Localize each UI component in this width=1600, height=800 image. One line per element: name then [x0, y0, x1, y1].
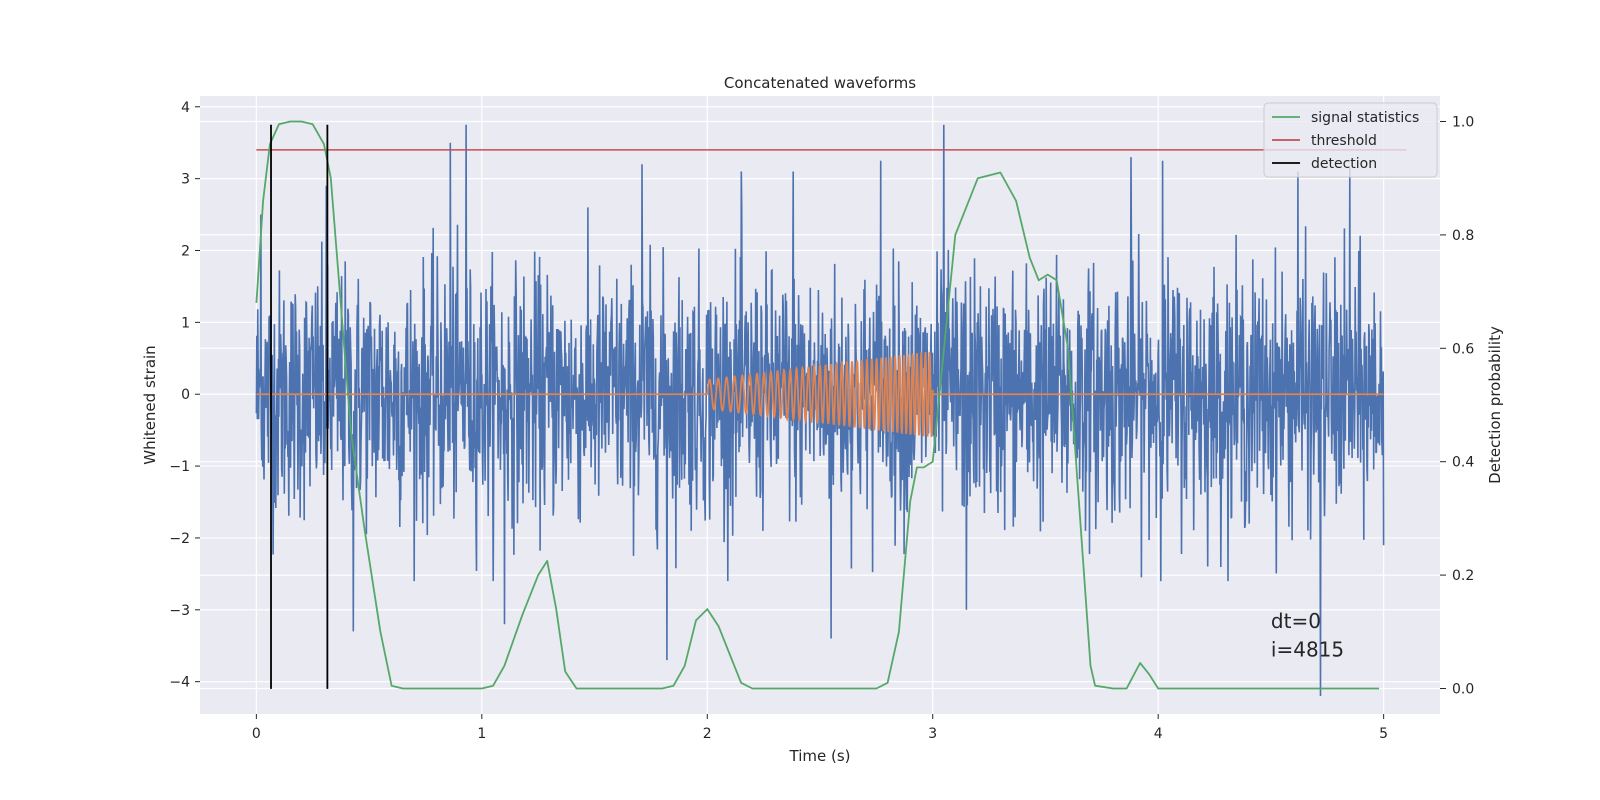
legend-box: [1263, 102, 1438, 178]
whitened-strain-line: [255, 124, 1385, 697]
y-axis-label-left: Whitened strain: [141, 345, 159, 464]
y-tick-label-right: 0.4: [1452, 455, 1474, 471]
x-tick-label: 0: [252, 726, 261, 742]
right-axis: 0.0 0.2 0.4 0.6 0.8 1.0: [1440, 115, 1474, 697]
legend: signal statistics threshold detection: [1263, 102, 1438, 178]
y-tick-label-left: −2: [169, 531, 190, 547]
y-tick-label-right: 0.2: [1452, 568, 1474, 584]
y-tick-label-right: 0.0: [1452, 681, 1474, 697]
y-tick-label-right: 0.8: [1452, 228, 1474, 244]
x-axis: 0 1 2 3 4 5: [252, 714, 1388, 742]
x-tick-label: 3: [928, 726, 937, 742]
legend-label: signal statistics: [1311, 110, 1419, 126]
y-tick-label-left: −1: [169, 459, 190, 475]
data-layer: [255, 120, 1407, 697]
chart-title: Concatenated waveforms: [724, 74, 916, 92]
y-tick-label-right: 1.0: [1452, 115, 1474, 131]
legend-label: detection: [1311, 156, 1377, 172]
y-tick-label-right: 0.6: [1452, 341, 1474, 357]
x-axis-label: Time (s): [789, 747, 851, 765]
annotations: dt=0 i=4815: [1271, 609, 1344, 662]
x-tick-label: 4: [1154, 726, 1163, 742]
signal-statistics-line: [255, 120, 1380, 690]
y-tick-label-left: 1: [181, 315, 190, 331]
y-tick-label-left: 0: [181, 387, 190, 403]
y-tick-label-left: −3: [169, 603, 190, 619]
annotation-text: i=4815: [1271, 638, 1344, 662]
y-tick-label-left: 4: [181, 100, 190, 116]
y-tick-label-left: −4: [169, 675, 190, 691]
x-tick-label: 5: [1379, 726, 1388, 742]
x-tick-label: 2: [703, 726, 712, 742]
y-tick-label-left: 3: [181, 172, 190, 188]
y-tick-label-left: 2: [181, 244, 190, 260]
injected-waveform-line: [256, 351, 1384, 437]
annotation-text: dt=0: [1271, 609, 1321, 633]
legend-label: threshold: [1311, 133, 1377, 149]
y-axis-label-right: Detection probability: [1486, 326, 1504, 484]
left-axis: −4 −3 −2 −1 0 1 2 3 4: [169, 100, 200, 691]
x-tick-label: 1: [477, 726, 486, 742]
